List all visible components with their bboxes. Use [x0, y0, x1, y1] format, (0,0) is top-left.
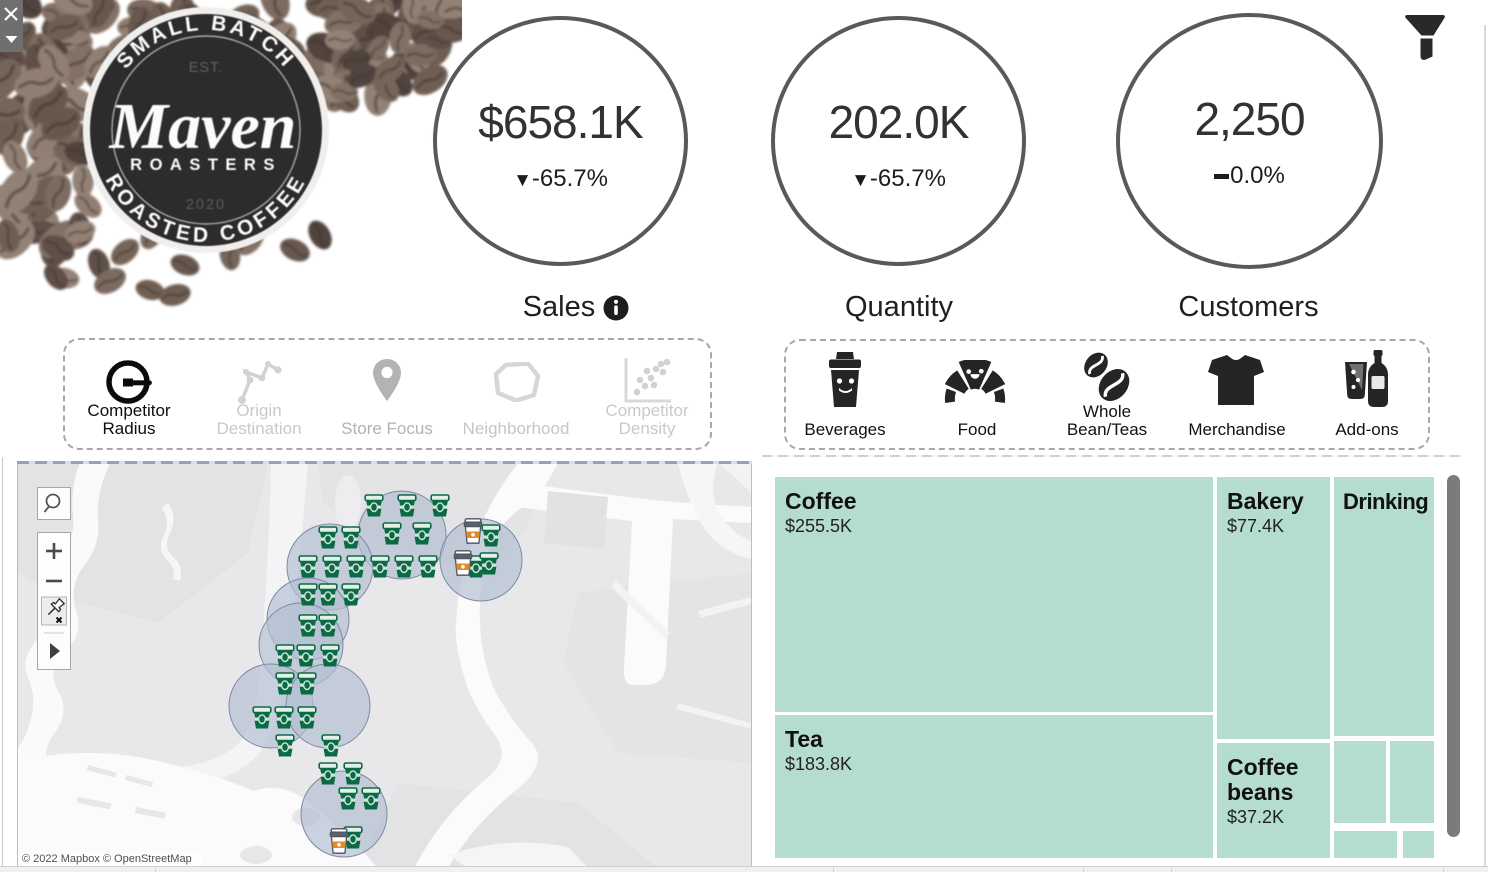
svg-text:2020: 2020: [186, 197, 226, 213]
svg-text:ROASTERS: ROASTERS: [130, 156, 282, 174]
svg-text:EST.: EST.: [189, 60, 224, 76]
svg-text:Maven: Maven: [109, 90, 297, 163]
